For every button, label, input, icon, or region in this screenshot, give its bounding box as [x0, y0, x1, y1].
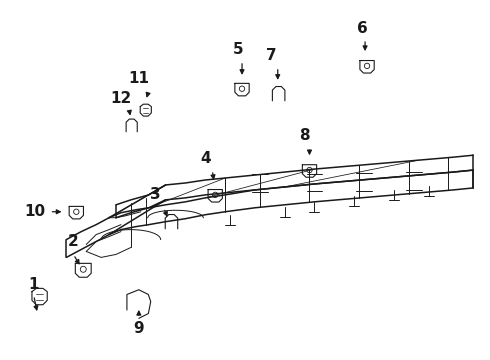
Text: 11: 11	[128, 71, 149, 86]
Text: 1: 1	[28, 277, 39, 292]
Text: 12: 12	[110, 91, 132, 106]
Text: 7: 7	[267, 49, 277, 63]
Text: 6: 6	[357, 21, 368, 36]
Text: 4: 4	[200, 151, 211, 166]
Text: 3: 3	[150, 188, 161, 202]
Text: 10: 10	[24, 204, 45, 219]
Text: 8: 8	[299, 128, 310, 143]
Text: 2: 2	[68, 234, 79, 249]
Text: 9: 9	[133, 321, 144, 336]
Text: 5: 5	[233, 41, 244, 57]
